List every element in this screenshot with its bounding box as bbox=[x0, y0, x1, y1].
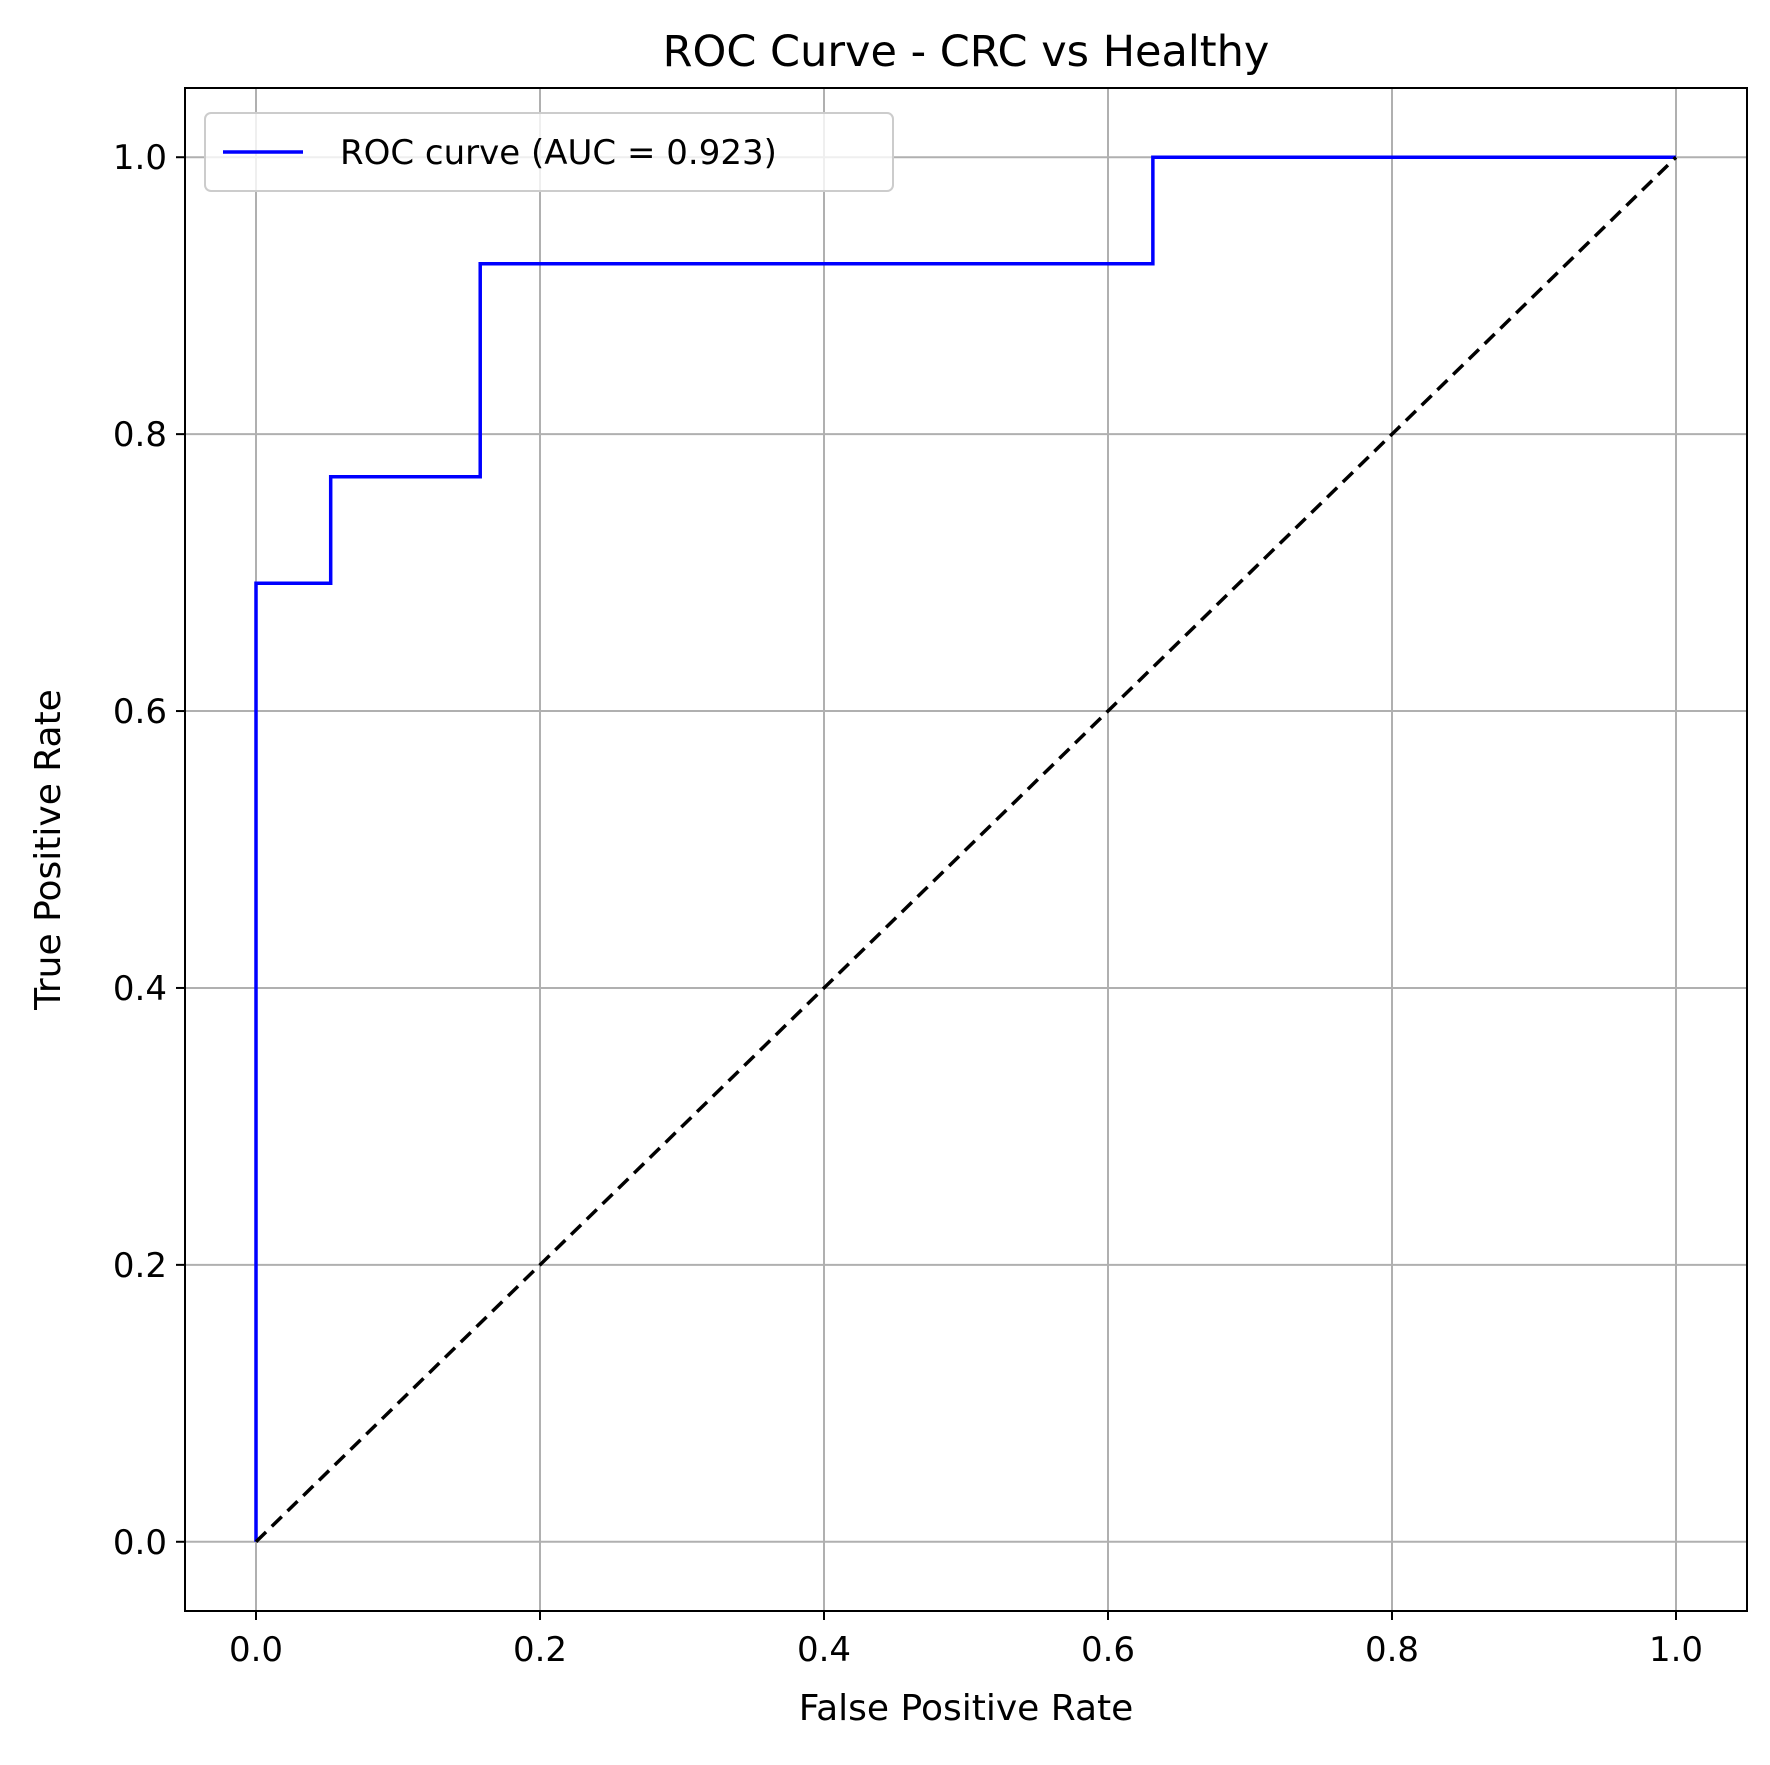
x-tick-label: 0.8 bbox=[1365, 1630, 1419, 1670]
x-tick-label: 0.0 bbox=[229, 1630, 283, 1670]
y-tick-label: 0.0 bbox=[113, 1523, 167, 1563]
legend-entry-label: ROC curve (AUC = 0.923) bbox=[340, 133, 777, 173]
x-axis-label: False Positive Rate bbox=[799, 1688, 1134, 1729]
legend-box bbox=[204, 112, 894, 192]
grid-lines bbox=[185, 88, 1747, 1611]
y-tick-label: 0.2 bbox=[113, 1246, 167, 1286]
plot-frame bbox=[184, 87, 1748, 1612]
y-tick-label: 0.6 bbox=[113, 692, 167, 732]
legend: ROC curve (AUC = 0.923) bbox=[204, 112, 894, 192]
axis-ticks: 0.0 0.2 0.4 0.6 0.8 1.0 0.0 0.2 0.4 0.6 0.8 1.0 bbox=[113, 138, 1703, 1670]
x-tick-label: 0.4 bbox=[797, 1630, 851, 1670]
plot-series bbox=[254, 155, 1678, 1544]
x-tick-label: 0.2 bbox=[513, 1630, 567, 1670]
y-tick-label: 0.8 bbox=[113, 415, 167, 455]
roc-curve-line bbox=[254, 155, 1676, 1542]
y-tick-label: 1.0 bbox=[113, 138, 167, 178]
chart-title: ROC Curve - CRC vs Healthy bbox=[663, 27, 1270, 77]
x-tick-label: 0.6 bbox=[1081, 1630, 1135, 1670]
diagonal-reference-line bbox=[254, 155, 1678, 1544]
y-axis-label: True Positive Rate bbox=[28, 689, 69, 1011]
y-tick-label: 0.4 bbox=[113, 969, 167, 1009]
x-tick-label: 1.0 bbox=[1649, 1630, 1703, 1670]
